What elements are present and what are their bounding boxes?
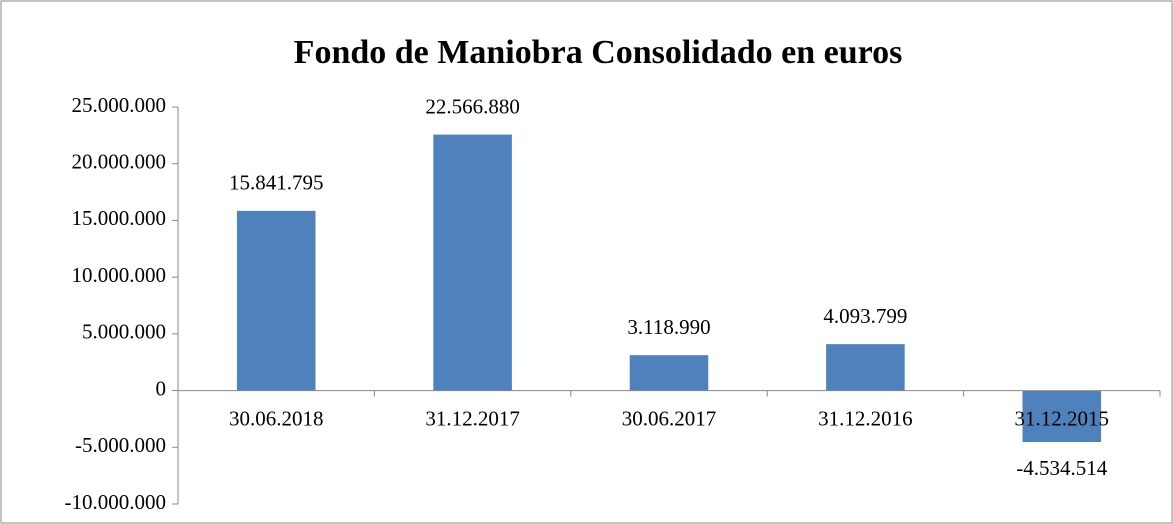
- x-tick-label: 30.06.2017: [622, 406, 717, 430]
- y-tick-label: 15.000.000: [72, 206, 167, 230]
- bar: [1022, 390, 1102, 443]
- bar: [236, 210, 316, 391]
- y-tick-label: -5.000.000: [75, 433, 166, 457]
- y-tick-label: 25.000.000: [72, 93, 167, 117]
- value-label: 22.566.880: [425, 94, 520, 118]
- x-tick-label: 30.06.2018: [229, 406, 324, 430]
- bar: [826, 344, 905, 391]
- value-label: 3.118.990: [627, 315, 710, 339]
- y-tick-label: 5.000.000: [82, 320, 166, 344]
- value-label: 15.841.795: [229, 171, 324, 195]
- x-tick-label: 31.12.2015: [1015, 406, 1110, 430]
- chart-title: Fondo de Maniobra Consolidado en euros: [294, 34, 903, 71]
- y-tick-label: 20.000.000: [72, 150, 167, 174]
- y-tick-label: 0: [156, 376, 167, 400]
- y-tick-label: -10.000.000: [65, 490, 167, 514]
- value-label: 4.093.799: [823, 304, 907, 328]
- x-tick-label: 31.12.2016: [818, 406, 913, 430]
- y-tick-label: 10.000.000: [72, 263, 167, 287]
- value-label: -4.534.514: [1016, 456, 1107, 480]
- x-tick-label: 31.12.2017: [425, 406, 520, 430]
- bar: [629, 355, 709, 391]
- bar: [433, 134, 512, 391]
